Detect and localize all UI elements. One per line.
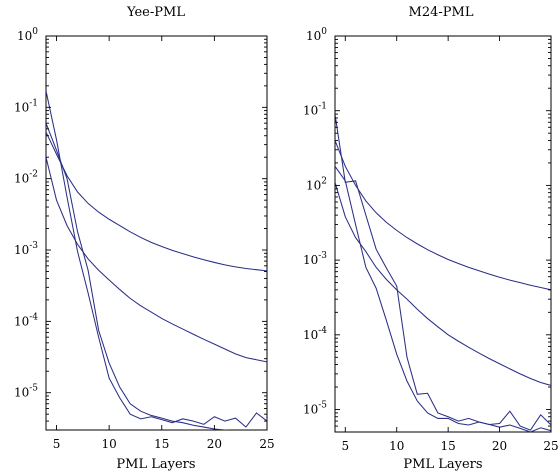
y-tick-label: 10-2: [14, 170, 38, 186]
series-line-3: [46, 90, 267, 428]
y-tick-label: 10-4: [14, 312, 38, 328]
x-tick-label: 10: [389, 439, 404, 453]
y-tick-label: 102: [306, 176, 327, 192]
x-tick-label: 20: [492, 439, 507, 453]
x-tick-label: 5: [341, 439, 349, 453]
x-tick-label: 10: [102, 437, 117, 451]
y-tick-label: 10-5: [303, 401, 327, 417]
y-tick-label: 100: [17, 27, 38, 43]
plot-area-frame: [45, 35, 268, 431]
x-axis-label: PML Layers: [403, 457, 482, 472]
x-axis-label: PML Layers: [116, 457, 195, 472]
plot-area-frame: [334, 35, 552, 433]
series-line-2: [335, 182, 551, 386]
x-tick-label: 25: [259, 437, 274, 451]
x-tick-label: 5: [53, 437, 61, 451]
y-tick-label: 10-3: [14, 241, 38, 257]
y-tick-label: 10-4: [303, 326, 327, 342]
series-line-3: [335, 114, 551, 431]
x-tick-label: 25: [543, 439, 558, 453]
y-tick-label: 10-3: [303, 251, 327, 267]
y-tick-label: 10-1: [303, 102, 327, 118]
panel-yee-pml: Yee-PML PML Layers 100 10-1 10-2 10-3 10-4 10…: [14, 5, 275, 472]
chart-title: Yee-PML: [126, 5, 185, 20]
panel-m24-pml: M24-PML PML Layers 100 10-1 102 10-3 10-4 10-…: [303, 5, 559, 472]
series-line-4: [46, 122, 231, 430]
y-tick-label: 100: [306, 27, 327, 43]
y-tick-label: 10-1: [14, 98, 38, 114]
x-tick-label: 15: [154, 437, 169, 451]
chart-title: M24-PML: [409, 5, 474, 20]
series-line-1: [46, 131, 267, 272]
x-tick-label: 15: [441, 439, 456, 453]
series-line-1: [335, 140, 551, 291]
series-line-4: [335, 166, 551, 432]
x-tick-label: 20: [207, 437, 222, 451]
y-tick-label: 10-5: [14, 384, 38, 400]
